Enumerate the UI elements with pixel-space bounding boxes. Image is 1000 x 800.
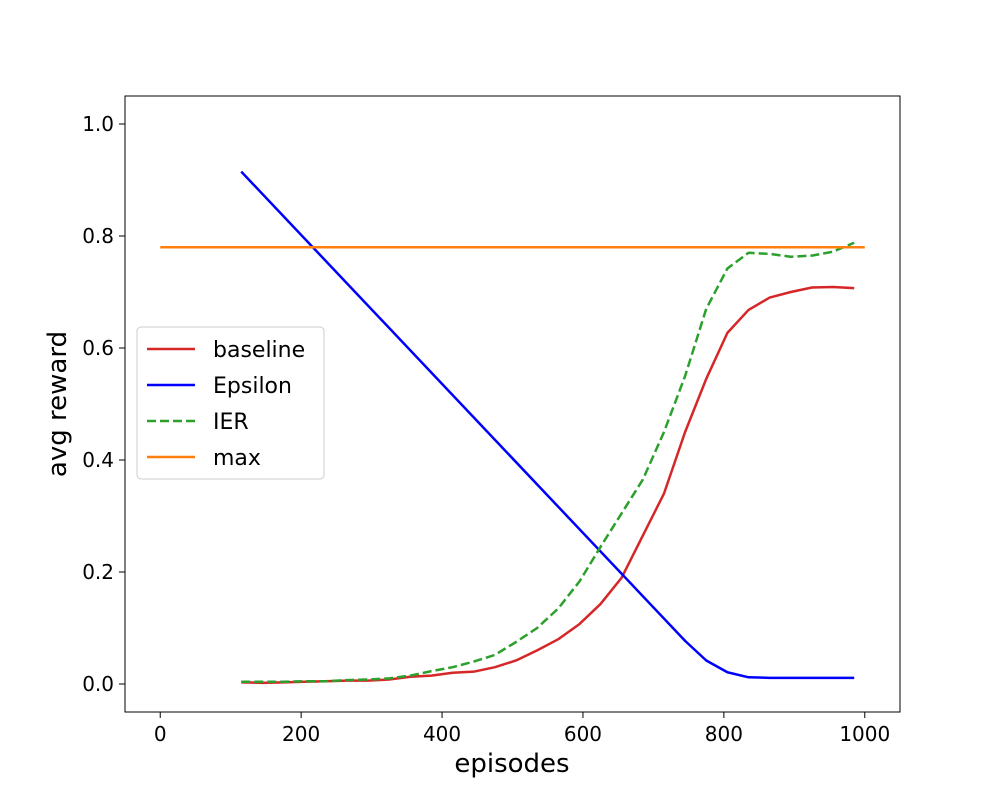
y-tick-label: 0.0 xyxy=(82,672,114,696)
x-tick-label: 0 xyxy=(154,722,167,746)
legend-label-max: max xyxy=(213,446,261,471)
y-tick-label: 0.2 xyxy=(82,560,114,584)
x-tick-label: 800 xyxy=(705,722,743,746)
y-axis-ticks: 0.0 0.2 0.4 0.6 0.8 1.0 xyxy=(82,112,125,696)
y-tick-label: 0.6 xyxy=(82,336,114,360)
legend-label-baseline: baseline xyxy=(213,338,305,363)
legend: baseline Epsilon IER max xyxy=(136,326,325,480)
x-tick-label: 600 xyxy=(564,722,602,746)
series-line-baseline xyxy=(241,285,855,685)
x-tick-label: 400 xyxy=(423,722,461,746)
series-layer xyxy=(160,170,865,685)
x-axis-ticks: 0 200 400 600 800 1000 xyxy=(154,712,890,746)
y-axis-label: avg reward xyxy=(43,331,73,477)
legend-label-ier: IER xyxy=(213,410,249,435)
legend-box xyxy=(136,326,325,480)
y-tick-label: 0.8 xyxy=(82,224,114,248)
x-axis-label: episodes xyxy=(454,749,569,779)
x-tick-label: 1000 xyxy=(839,722,890,746)
series-line-ier xyxy=(241,241,855,684)
legend-label-epsilon: Epsilon xyxy=(213,374,292,399)
y-tick-label: 1.0 xyxy=(82,112,114,136)
series-line-epsilon xyxy=(240,170,855,680)
y-tick-label: 0.4 xyxy=(82,448,114,472)
x-tick-label: 200 xyxy=(282,722,320,746)
plot-area-frame xyxy=(124,95,901,713)
